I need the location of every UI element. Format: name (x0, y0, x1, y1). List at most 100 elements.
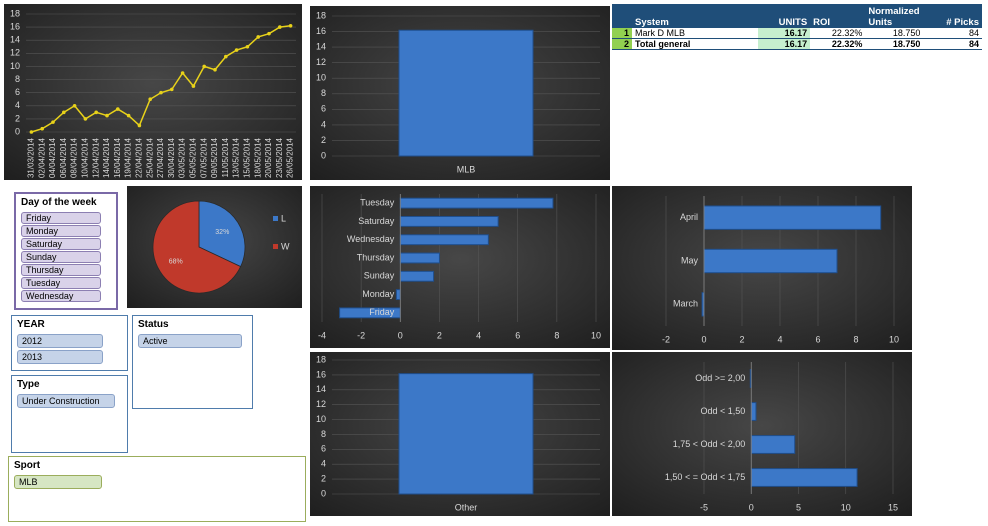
point (105, 113, 109, 118)
cell: 84 (923, 28, 982, 39)
chart: -4 -2 0 2 4 6 8 10 Tuesday Saturday Wednesday Thurs… (310, 186, 610, 348)
x-tick-label: 14/04/2014 (102, 137, 111, 178)
header: UNITS (758, 4, 811, 28)
x-tick-label: 23/05/2014 (275, 137, 284, 178)
slicer-item[interactable]: 2013 (17, 350, 103, 364)
cell: 22.32% (810, 28, 866, 39)
slicer-item[interactable]: Tuesday (21, 277, 101, 289)
point (170, 87, 174, 92)
x-tick-label: 18/05/2014 (253, 137, 262, 178)
bar (703, 205, 882, 230)
header-row: System UNITS ROI Normalized Units # Pick… (612, 4, 982, 28)
x-tick-label: 02/04/2014 (37, 137, 46, 178)
y-tick-label: Thursday (357, 252, 395, 262)
x-tick-label: 26/05/2014 (286, 137, 295, 178)
slicer-item[interactable]: Saturday (21, 238, 101, 250)
bar (395, 289, 401, 301)
y-tick-label: April (680, 212, 698, 222)
chart: -2 0 2 4 6 8 10 April May March (612, 186, 912, 350)
point (62, 110, 66, 115)
y-tick-label: 14 (316, 41, 326, 51)
bar (399, 252, 440, 264)
x-tick-label: 11/05/2014 (221, 137, 230, 177)
y-tick-label: 1,50 < = Odd < 1,75 (665, 472, 745, 482)
y-tick-label: 0 (321, 150, 326, 160)
y-tick-label: 10 (10, 61, 20, 71)
pivot-table: System UNITS ROI Normalized Units # Pick… (612, 4, 982, 50)
x-tick-label: 05/05/2014 (189, 137, 198, 178)
bar (399, 270, 435, 282)
chart: -5 0 5 10 15 Odd >= 2,00 Odd < 1,50 1,75 < Odd … (612, 352, 912, 516)
cell: Total general (632, 38, 758, 50)
y-tick-label: 4 (15, 100, 20, 110)
y-tick-label: 6 (321, 104, 326, 114)
cell: 16.17 (758, 38, 811, 50)
chart: 32% L 68% W (127, 186, 302, 308)
point (137, 123, 142, 128)
header[interactable]: System (632, 4, 758, 28)
x-tick-label: 0 (749, 502, 754, 512)
slicer-item[interactable]: MLB (14, 475, 102, 489)
x-tick-label: Other (455, 502, 478, 512)
point (180, 71, 185, 75)
slicer-item[interactable]: Under Construction (17, 394, 115, 408)
slicer-item[interactable]: Monday (21, 225, 101, 237)
y-tick-label: 16 (316, 369, 326, 379)
x-tick-label: 2 (437, 330, 442, 340)
x-tick-label: 09/05/2014 (210, 137, 219, 178)
slicer: YEAR 2012 2013 (11, 315, 128, 371)
y-tick-label: March (673, 299, 698, 309)
x-tick-label: 27/04/2014 (156, 137, 165, 178)
x-tick-label: 0 (398, 330, 403, 340)
y-tick-label: 12 (10, 48, 20, 58)
x-tick-label: 8 (554, 330, 559, 340)
x-tick-label: 22/04/2014 (135, 137, 144, 178)
y-tick-label: 4 (321, 459, 326, 469)
y-tick-label: 6 (321, 444, 326, 454)
chart-background (310, 186, 610, 348)
slicer-item[interactable]: 2012 (17, 334, 103, 348)
point (288, 24, 293, 28)
chart-background (4, 4, 302, 180)
header: ROI (810, 4, 866, 28)
legend-label: L (281, 213, 286, 223)
slicer-item[interactable]: Friday (21, 212, 101, 224)
slicer-item[interactable]: Sunday (21, 251, 101, 263)
point (213, 67, 217, 72)
data-label: 68% (169, 259, 183, 266)
x-tick-label: 06/04/2014 (59, 137, 68, 178)
bar (399, 215, 499, 227)
cell: 18.750 (865, 38, 924, 50)
bar (750, 468, 858, 487)
y-tick-label: 2 (321, 473, 326, 483)
x-tick-label: -2 (662, 334, 670, 344)
cell: 1 (612, 28, 632, 39)
point (278, 25, 282, 29)
y-tick-label: 18 (316, 354, 326, 364)
pie-slice (152, 200, 242, 294)
legend-swatch (273, 216, 278, 221)
slicer-item[interactable]: Wednesday (21, 290, 101, 302)
y-tick-label: 8 (15, 74, 20, 84)
slicer-item[interactable]: Thursday (21, 264, 101, 276)
x-tick-label: 03/05/2014 (178, 137, 187, 178)
y-tick-label: 8 (321, 429, 326, 439)
x-tick-label: 8 (853, 334, 858, 344)
slicer-item[interactable]: Active (138, 334, 242, 348)
point (202, 64, 206, 69)
slicer: Day of the week Friday Monday Saturday Sunda… (14, 192, 118, 310)
point (83, 117, 88, 121)
x-tick-label: -5 (700, 502, 708, 512)
bar (750, 435, 796, 454)
y-tick-label: Tuesday (360, 198, 395, 208)
point (191, 84, 196, 88)
bar (399, 234, 489, 246)
y-tick-label: Odd < 1,50 (700, 406, 745, 416)
y-tick-label: Sunday (364, 271, 395, 281)
y-tick-label: 14 (10, 35, 20, 45)
x-tick-label: 4 (476, 330, 481, 340)
x-tick-label: 19/04/2014 (124, 137, 133, 178)
y-tick-label: Friday (369, 307, 395, 317)
row: 2 Total general 16.17 22.32% 18.750 84 (612, 38, 982, 50)
